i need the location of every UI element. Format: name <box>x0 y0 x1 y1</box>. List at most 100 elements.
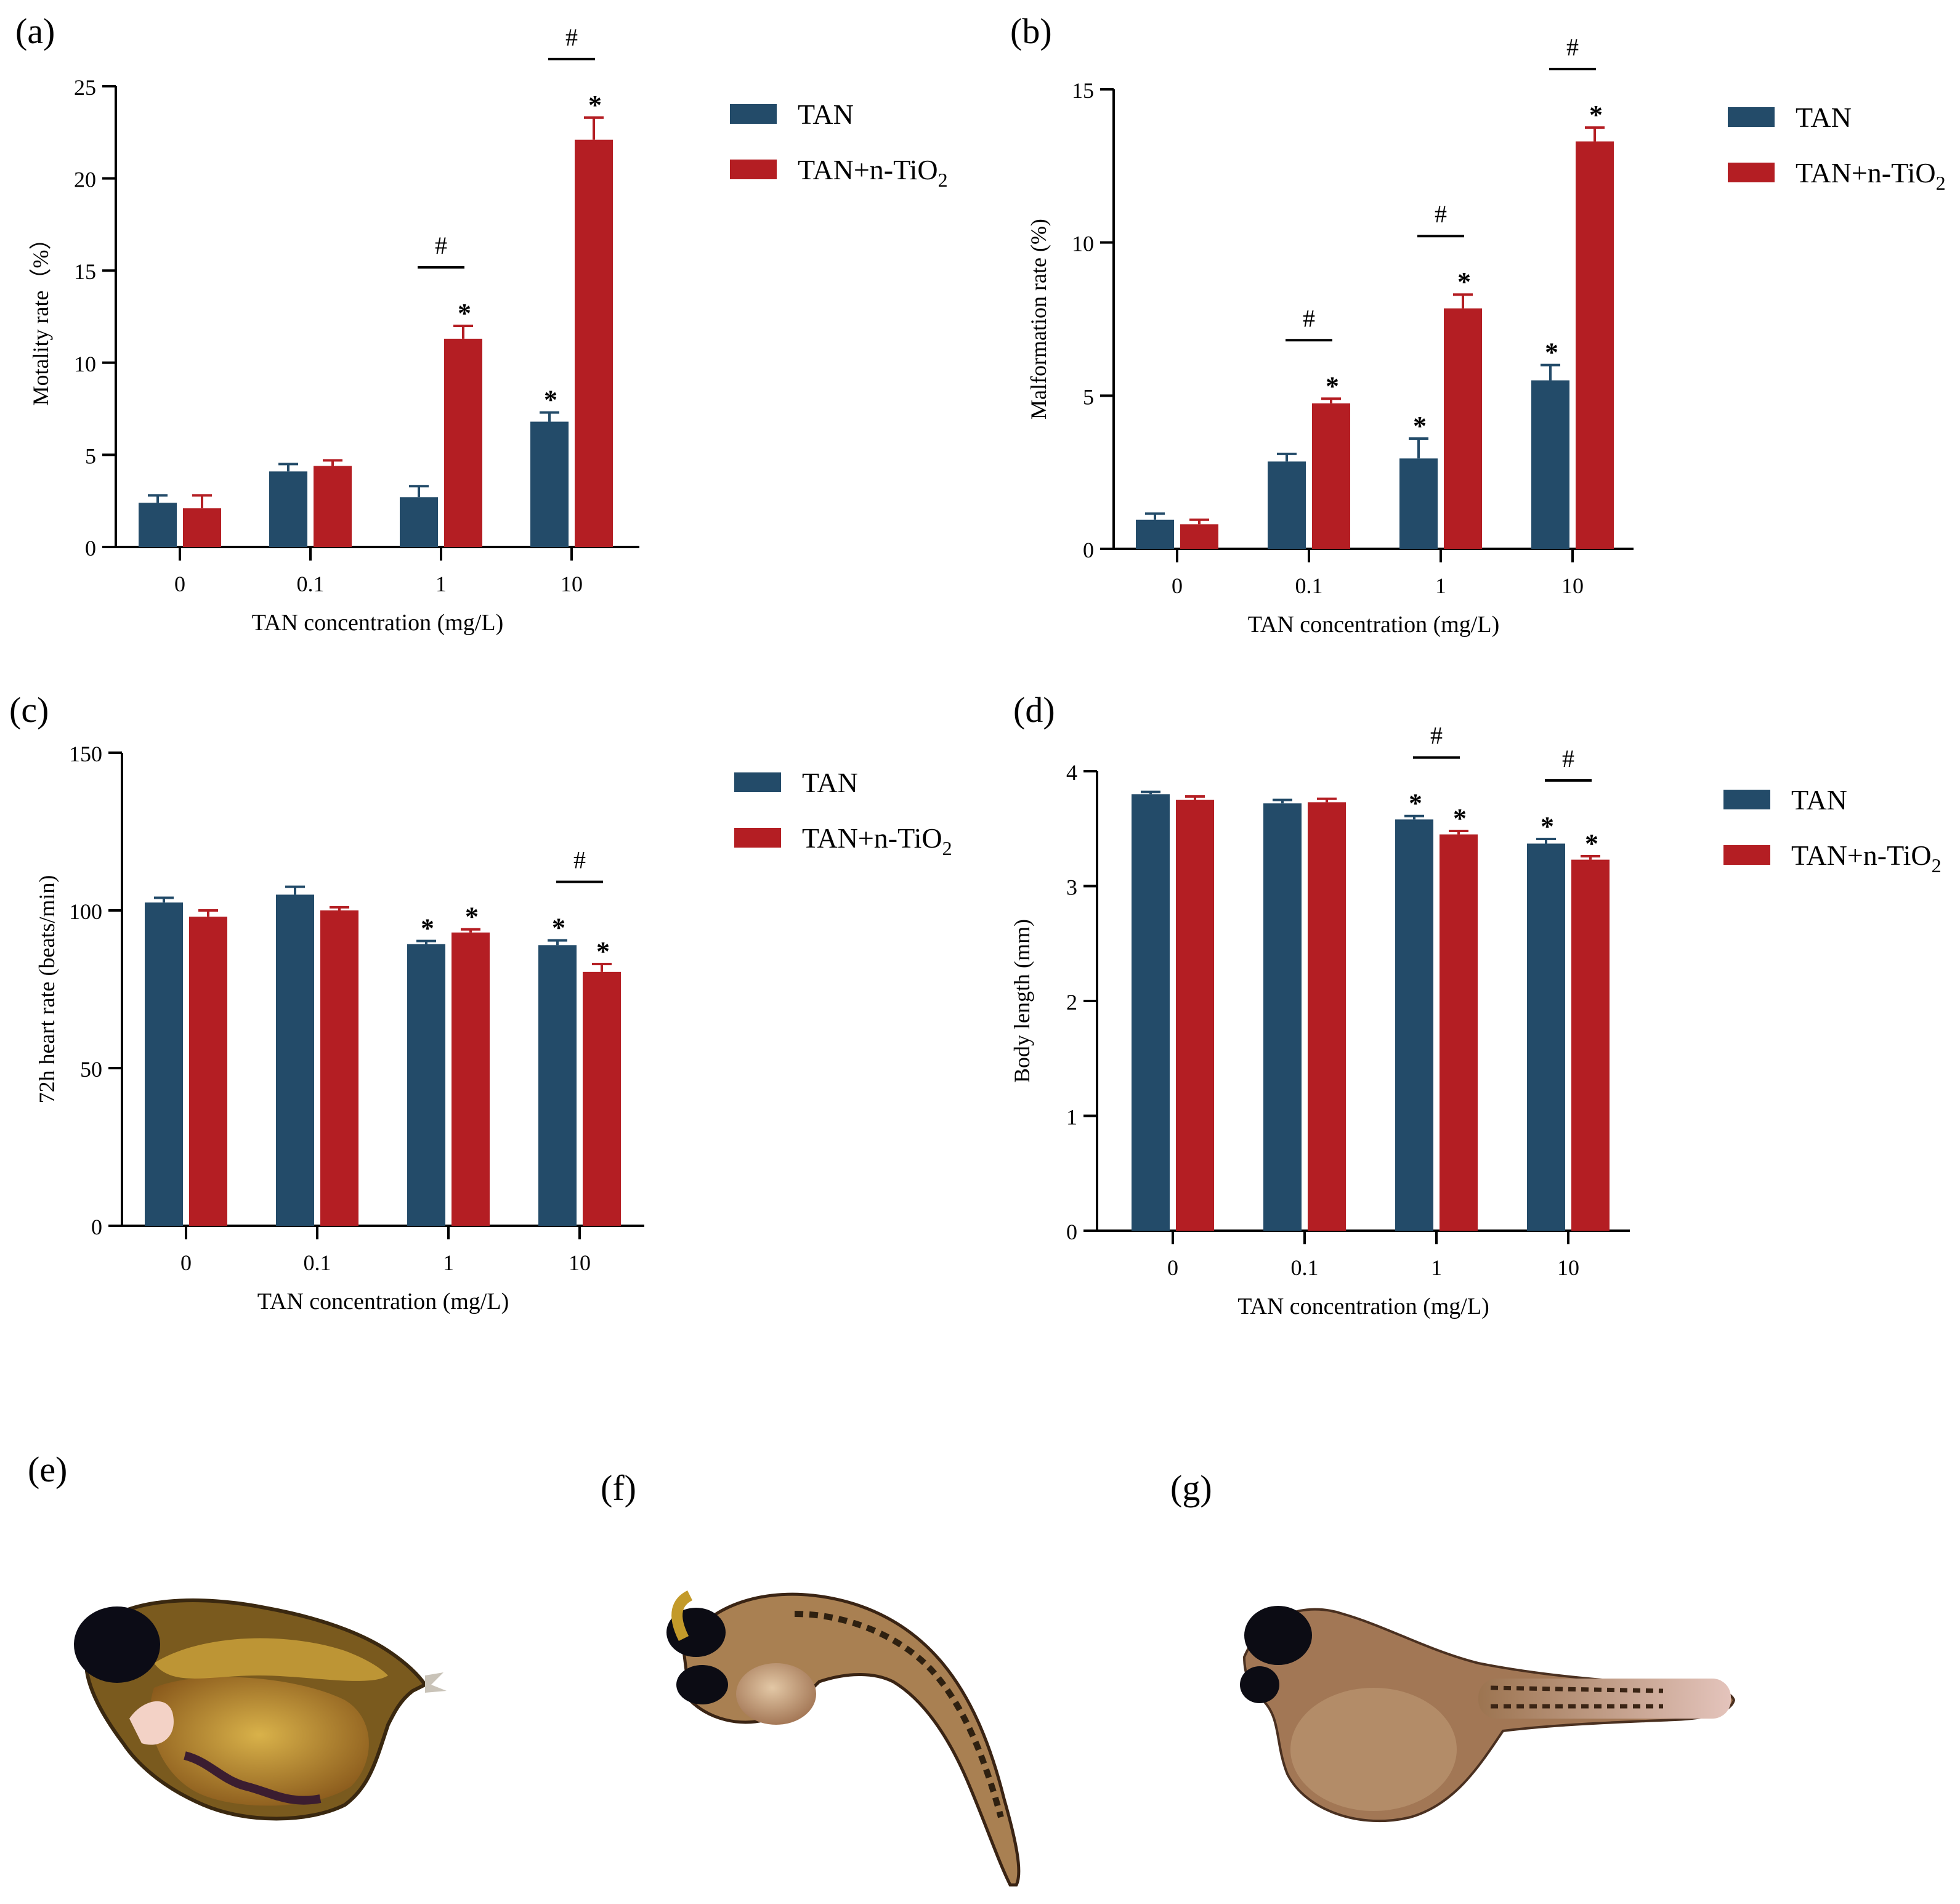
significance-hash: # <box>435 232 447 259</box>
bar-tan-tio2 <box>452 932 490 1226</box>
photo-label-e: (e) <box>28 1449 67 1489</box>
x-tick-label: 10 <box>1557 1255 1579 1280</box>
legend-label-subscript: 2 <box>1932 854 1942 877</box>
bar-tan <box>1263 803 1302 1231</box>
bar-tan-tio2 <box>575 139 613 547</box>
x-tick-label: 1 <box>1431 1255 1442 1280</box>
bar-tan <box>400 497 438 547</box>
y-tick-label: 5 <box>85 444 96 468</box>
bar-tan <box>1531 380 1569 549</box>
x-tick-label: 0.1 <box>304 1250 331 1275</box>
legend-label-main: TAN+n-TiO <box>798 154 938 185</box>
y-tick-label: 20 <box>74 168 96 192</box>
significance-hash: # <box>565 23 578 51</box>
bar-tan <box>1132 794 1170 1231</box>
significance-star: * <box>1413 411 1427 441</box>
significance-star: * <box>552 913 565 943</box>
significance-hash: # <box>1303 304 1315 332</box>
larva-photo-f <box>666 1590 1021 1887</box>
legend-label-subscript: 2 <box>938 169 948 191</box>
y-tick-label: 0 <box>85 536 96 561</box>
x-tick-label: 0.1 <box>1295 573 1323 598</box>
y-axis-title: Body length (mm) <box>1010 919 1034 1083</box>
bar-tan-tio2 <box>183 508 221 547</box>
y-tick-label: 100 <box>69 899 102 924</box>
chart-panel-1: (a) 0 5 10 15 20 25 0 0.1 1 * 10 * * # # TAN concentrati… <box>15 11 948 636</box>
x-axis-title: TAN concentration (mg/L) <box>1237 1294 1489 1319</box>
y-axis-title: Motality rate（%） <box>28 228 53 406</box>
significance-star: * <box>1409 788 1422 819</box>
chart-panel-3: (c) 0 50 100 150 0 0.1 1 * * 10 * * # TAN concentratio… <box>9 690 952 1315</box>
legend-label-tan: TAN <box>802 767 858 798</box>
legend-swatch-tan-tio2 <box>1723 845 1770 865</box>
bar-tan <box>1395 819 1433 1231</box>
significance-hash: # <box>1430 722 1443 750</box>
x-tick-label: 1 <box>1435 573 1446 598</box>
x-tick-label: 0 <box>1172 573 1183 598</box>
bar-tan <box>1136 519 1174 549</box>
x-tick-label: 0.1 <box>297 572 325 596</box>
larva-photo-g <box>1240 1606 1736 1823</box>
legend-swatch-tan <box>734 772 781 792</box>
significance-star: * <box>458 298 471 328</box>
significance-hash: # <box>1566 33 1579 61</box>
y-tick-label: 5 <box>1083 384 1094 409</box>
y-tick-label: 1 <box>1066 1105 1077 1130</box>
y-tick-label: 15 <box>1072 78 1094 103</box>
legend-label-tan-tio2: TAN+n-TiO2 <box>1791 840 1942 877</box>
significance-hash: # <box>573 846 586 874</box>
photo-label-f: (f) <box>601 1468 636 1508</box>
x-tick-label: 10 <box>561 572 583 596</box>
larva-photo-e <box>74 1598 447 1821</box>
y-tick-label: 150 <box>69 742 102 766</box>
bar-tan <box>407 944 445 1226</box>
photo-label-g: (g) <box>1170 1468 1212 1508</box>
y-tick-label: 0 <box>91 1215 102 1239</box>
y-axis-title: Malformation rate (%) <box>1026 219 1051 419</box>
y-tick-label: 0 <box>1066 1220 1077 1244</box>
bar-tan <box>530 421 569 547</box>
legend-label-main: TAN+n-TiO <box>1791 840 1932 871</box>
significance-star: * <box>1453 803 1467 833</box>
bar-tan-tio2 <box>1176 800 1214 1231</box>
x-tick-label: 0 <box>174 572 185 596</box>
x-tick-label: 1 <box>435 572 447 596</box>
legend-label-subscript: 2 <box>942 837 952 859</box>
chart-panel-4: (d) 0 1 2 3 4 0 0.1 1 * * 10 * * # # TAN concentration (… <box>1010 690 1942 1319</box>
significance-hash: # <box>1562 745 1574 772</box>
x-tick-label: 0.1 <box>1291 1255 1319 1280</box>
bar-tan <box>1268 461 1306 549</box>
bar-tan <box>1399 458 1438 549</box>
chart-panel-2: (b) 0 5 10 15 0 0.1 * 1 * * 10 * * # # # TAN concentratio… <box>1010 11 1946 638</box>
legend-swatch-tan <box>730 104 777 124</box>
x-axis-title: TAN concentration (mg/L) <box>252 610 503 636</box>
y-tick-label: 25 <box>74 75 96 100</box>
legend-swatch-tan <box>1723 790 1770 809</box>
bar-tan <box>269 471 307 547</box>
bar-tan-tio2 <box>1440 834 1478 1231</box>
panel-label: (d) <box>1013 690 1055 730</box>
x-tick-label: 10 <box>1561 573 1584 598</box>
legend-label-tan-tio2: TAN+n-TiO2 <box>798 154 948 191</box>
y-tick-label: 0 <box>1083 538 1094 562</box>
legend-swatch-tan-tio2 <box>734 828 781 848</box>
bar-tan <box>538 945 577 1226</box>
legend-swatch-tan <box>1728 107 1775 127</box>
x-axis-title: TAN concentration (mg/L) <box>257 1289 509 1315</box>
bar-tan-tio2 <box>1571 859 1610 1231</box>
legend-swatch-tan-tio2 <box>730 160 777 179</box>
bar-tan-tio2 <box>314 466 352 547</box>
legend-label-tan-tio2: TAN+n-TiO2 <box>1796 157 1946 194</box>
bar-tan-tio2 <box>1576 141 1614 549</box>
x-axis-title: TAN concentration (mg/L) <box>1248 612 1499 638</box>
legend-swatch-tan-tio2 <box>1728 163 1775 182</box>
significance-star: * <box>544 385 557 415</box>
significance-hash: # <box>1435 200 1447 228</box>
bar-tan-tio2 <box>1308 802 1346 1231</box>
significance-star: * <box>1541 811 1554 841</box>
significance-star: * <box>1457 267 1471 297</box>
bar-tan-tio2 <box>1180 524 1218 549</box>
bar-tan-tio2 <box>320 910 358 1226</box>
bar-tan <box>145 902 183 1226</box>
panel-label: (a) <box>15 11 55 51</box>
